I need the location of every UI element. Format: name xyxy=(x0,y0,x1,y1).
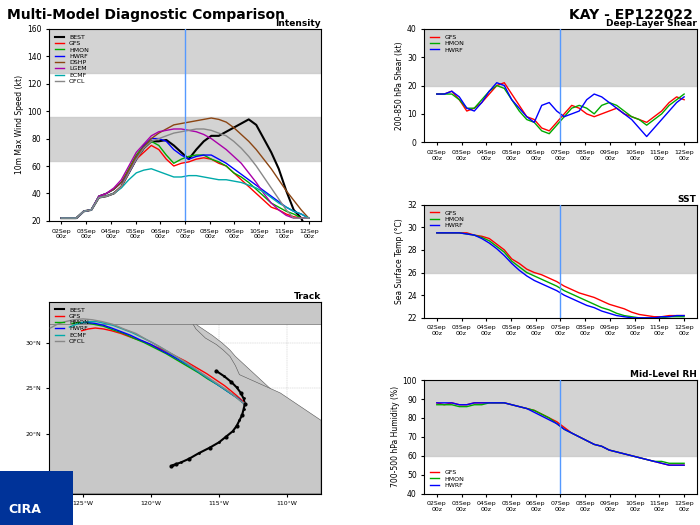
Legend: GFS, HMON, HWRF: GFS, HMON, HWRF xyxy=(428,467,467,490)
Legend: BEST, GFS, HMON, HWRF, DSHP, LGEM, ECMF, OFCL: BEST, GFS, HMON, HWRF, DSHP, LGEM, ECMF,… xyxy=(52,32,92,87)
Y-axis label: 700-500 hPa Humidity (%): 700-500 hPa Humidity (%) xyxy=(391,386,400,487)
Text: KAY - EP122022: KAY - EP122022 xyxy=(569,8,693,22)
Y-axis label: Sea Surface Temp (°C): Sea Surface Temp (°C) xyxy=(395,218,405,304)
Legend: GFS, HMON, HWRF: GFS, HMON, HWRF xyxy=(428,208,467,230)
Bar xyxy=(49,117,321,161)
Text: Multi-Model Diagnostic Comparison: Multi-Model Diagnostic Comparison xyxy=(7,8,285,22)
Y-axis label: 200-850 hPa Shear (kt): 200-850 hPa Shear (kt) xyxy=(395,41,405,130)
Polygon shape xyxy=(49,320,321,493)
Text: SST: SST xyxy=(678,195,696,204)
Text: Intensity: Intensity xyxy=(275,19,321,28)
Bar xyxy=(424,29,696,86)
Text: Track: Track xyxy=(294,292,321,301)
Polygon shape xyxy=(49,301,321,324)
Text: CIRA: CIRA xyxy=(8,502,41,516)
Bar xyxy=(424,205,696,272)
Bar xyxy=(424,380,696,456)
Legend: BEST, GFS, HMON, HWRF, ECMF, OFCL: BEST, GFS, HMON, HWRF, ECMF, OFCL xyxy=(52,304,92,347)
Y-axis label: 10m Max Wind Speed (kt): 10m Max Wind Speed (kt) xyxy=(15,75,24,174)
Polygon shape xyxy=(190,320,294,416)
Legend: GFS, HMON, HWRF: GFS, HMON, HWRF xyxy=(428,32,467,55)
Text: Mid-Level RH: Mid-Level RH xyxy=(629,371,696,380)
Bar xyxy=(49,29,321,73)
Text: Deep-Layer Shear: Deep-Layer Shear xyxy=(606,19,696,28)
